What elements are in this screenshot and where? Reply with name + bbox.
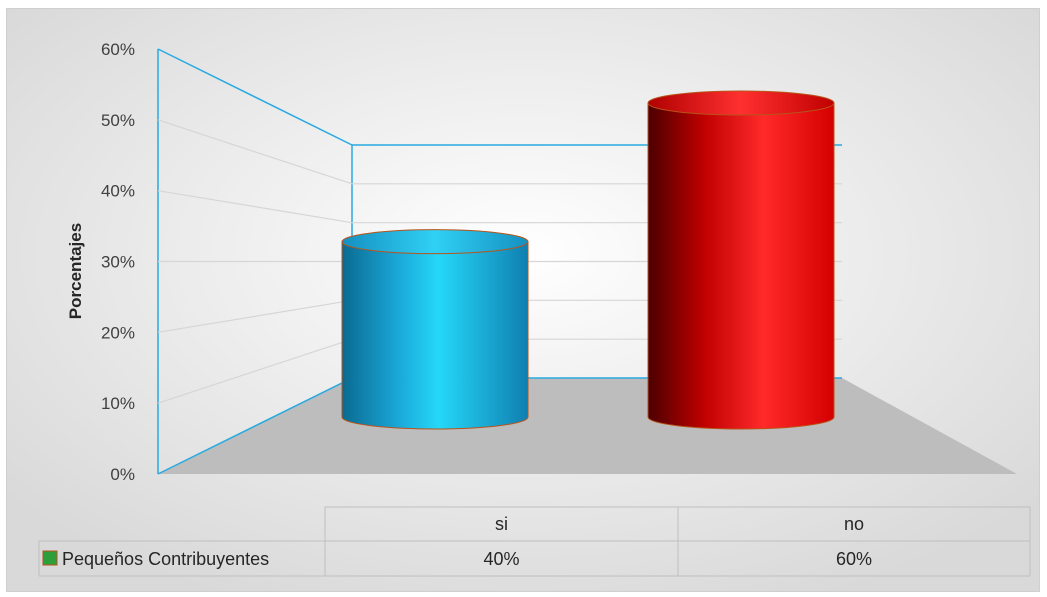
legend-series-name: Pequeños Contribuyentes xyxy=(62,549,269,569)
legend-swatch xyxy=(42,550,58,566)
y-tick-label: 60% xyxy=(101,40,135,59)
gridline-side xyxy=(157,338,353,404)
bar-top xyxy=(647,90,835,116)
side-wall-top-edge xyxy=(157,48,353,146)
gridline-side xyxy=(157,190,353,224)
bar-si xyxy=(341,229,529,430)
y-axis-ticks: 0% 10% 20% 30% 40% 50% 60% xyxy=(101,40,135,484)
data-value-label: 60% xyxy=(836,549,872,569)
y-tick-label: 0% xyxy=(110,465,135,484)
side-wall-bottom-edge xyxy=(157,377,353,475)
chart-frame: 0% 10% 20% 30% 40% 50% 60% Porcentajes si no 40%… xyxy=(6,8,1040,592)
gridline-side xyxy=(157,119,353,185)
bar-no xyxy=(647,90,835,430)
bar-body xyxy=(647,102,835,430)
y-tick-label: 40% xyxy=(101,182,135,201)
bar-body xyxy=(341,241,529,430)
chart-svg: 0% 10% 20% 30% 40% 50% 60% Porcentajes si no 40%… xyxy=(7,9,1039,591)
y-tick-label: 50% xyxy=(101,111,135,130)
x-category-label: no xyxy=(844,514,864,534)
y-tick-label: 20% xyxy=(101,323,135,342)
data-value-label: 40% xyxy=(483,549,519,569)
y-tick-label: 10% xyxy=(101,394,135,413)
y-axis-label: Porcentajes xyxy=(66,223,85,319)
data-table: si no 40% 60% Pequeños Contribuyentes xyxy=(38,506,1031,577)
x-category-label: si xyxy=(495,514,508,534)
gridline-side xyxy=(157,299,353,333)
bars xyxy=(341,90,835,430)
y-tick-label: 30% xyxy=(101,253,135,272)
bar-top xyxy=(341,229,529,255)
